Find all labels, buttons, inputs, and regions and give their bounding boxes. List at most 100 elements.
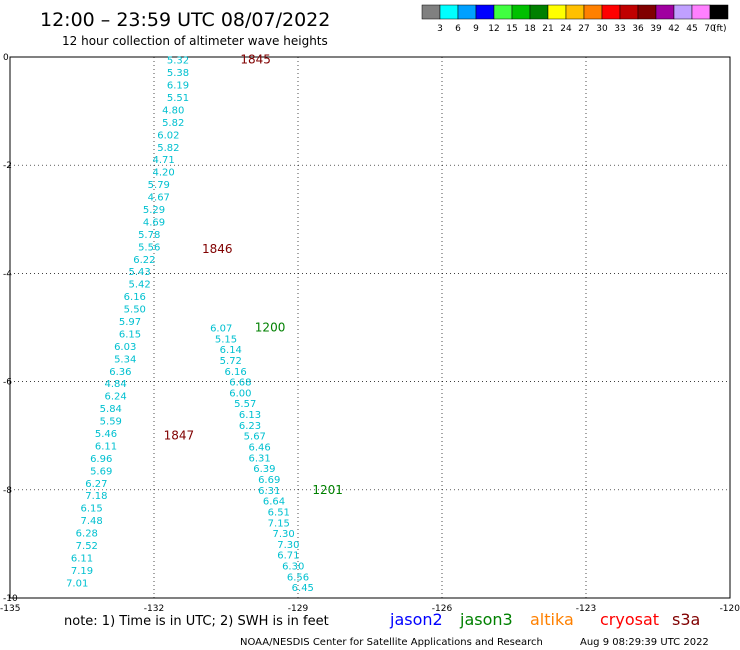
footer-timestamp: Aug 9 08:29:39 UTC 2022 [580,637,709,648]
footer-credit: NOAA/NESDIS Center for Satellite Applica… [240,637,543,648]
wave-height-value: 5.78 [138,230,160,241]
wave-height-value: 7.48 [80,516,102,527]
legend-label: 36 [632,24,644,34]
legend-swatch [619,4,639,20]
satellite-label: cryosat [600,610,659,629]
plot-frame [9,56,731,599]
wave-height-value: 6.31 [258,486,280,497]
wave-height-value: 6.14 [220,345,242,356]
wave-height-value: 5.46 [95,429,117,440]
wave-height-value: 5.72 [220,356,242,367]
wave-height-value: 5.82 [157,143,179,154]
wave-height-value: 7.15 [268,518,290,529]
wave-height-value: 6.11 [95,441,117,452]
wave-height-value: 5.42 [128,280,150,291]
legend-swatch [547,4,567,20]
wave-height-value: 6.68 [229,378,251,389]
legend-swatch [601,4,621,20]
wave-height-value: 6.51 [268,507,290,518]
wave-height-value: 5.56 [138,242,160,253]
legend-label: 18 [524,24,536,34]
x-tick-label: -120 [720,604,740,614]
wave-height-value: 6.23 [239,421,261,432]
x-axis-ticks: -135 -132 -129 -126 -123 -120 [0,604,740,614]
x-tick-label: -129 [288,604,309,614]
legend-swatch [583,4,603,20]
satellite-label: jason3 [459,610,513,629]
pass-time-label: 1200 [255,321,286,335]
wave-height-value: 5.51 [167,93,189,104]
wave-height-value: 4.69 [143,217,165,228]
wave-height-value: 6.64 [263,497,285,508]
wave-height-values: 5.325.386.195.514.805.826.025.824.714.20… [66,56,314,594]
legend-label: 70 [704,24,716,34]
wave-height-value: 6.19 [167,81,189,92]
satellite-label: s3a [672,610,700,629]
color-legend: 3 6 9 12 15 18 21 24 27 30 33 36 39 42 45 70 [421,4,729,34]
wave-height-value: 6.16 [124,292,146,303]
legend-swatch [565,4,585,20]
legend-label: 24 [560,24,572,34]
legend-swatch [475,4,495,20]
wave-height-value: 6.71 [277,551,299,562]
x-tick-label: -123 [576,604,596,614]
wave-height-value: 6.56 [287,572,309,583]
pass-time-label: 1845 [240,53,271,67]
y-tick-label: 0 [3,53,9,63]
wave-height-value: 4.20 [152,168,174,179]
wave-height-value: 6.11 [71,553,93,564]
legend-swatch [709,4,729,20]
legend-unit: (ft) [713,24,727,34]
legend-label: 45 [686,24,697,34]
pass-time-label: 1201 [312,483,343,497]
wave-height-value: 6.30 [282,562,304,573]
legend-swatch [493,4,513,20]
y-tick-label: -8 [3,486,12,496]
wave-height-value: 6.46 [248,443,270,454]
wave-height-value: 6.13 [239,410,261,421]
gridlines [10,57,730,598]
legend-label: 12 [488,24,499,34]
legend-swatch [529,4,549,20]
wave-height-value: 5.82 [162,118,184,129]
legend-label: 21 [542,24,553,34]
wave-height-value: 6.00 [229,388,251,399]
wave-height-value: 6.02 [157,130,179,141]
wave-height-value: 6.96 [90,454,112,465]
legend-swatch [673,4,693,20]
legend-label: 33 [614,24,625,34]
legend-swatch [439,4,459,20]
legend-swatch [637,4,657,20]
wave-height-value: 5.97 [119,317,141,328]
wave-height-value: 5.84 [100,404,122,415]
legend-label: 3 [437,24,443,34]
pass-time-label: 1846 [202,242,233,256]
legend-label: 27 [578,24,589,34]
wave-height-value: 7.30 [277,540,299,551]
wave-height-value: 6.15 [119,329,141,340]
wave-height-value: 6.31 [248,453,270,464]
x-tick-label: -126 [432,604,453,614]
footer-note: note: 1) Time is in UTC; 2) SWH is in fe… [64,614,329,629]
wave-height-value: 7.18 [85,491,107,502]
legend-swatch [421,4,441,20]
pass-time-label: 1847 [164,429,195,443]
y-axis-ticks: 0 -2 -4 -6 -8 -10 [3,53,18,604]
wave-height-value: 5.43 [128,267,150,278]
legend-swatch [655,4,675,20]
wave-height-value: 6.36 [109,367,131,378]
wave-height-value: 6.27 [85,479,107,490]
wave-height-value: 4.84 [104,379,126,390]
y-tick-label: -10 [3,594,18,604]
legend-label: 39 [650,24,662,34]
legend-swatch [457,4,477,20]
wave-height-value: 6.15 [80,504,102,515]
wave-height-value: 5.79 [148,180,170,191]
legend-label: 15 [506,24,517,34]
wave-height-value: 6.28 [76,529,98,540]
y-tick-label: -4 [3,269,12,279]
legend-label: 42 [668,24,679,34]
wave-height-value: 5.15 [215,334,237,345]
map-title: 12:00 – 23:59 UTC 08/07/2022 [40,9,330,31]
wave-height-value: 4.80 [162,105,184,116]
